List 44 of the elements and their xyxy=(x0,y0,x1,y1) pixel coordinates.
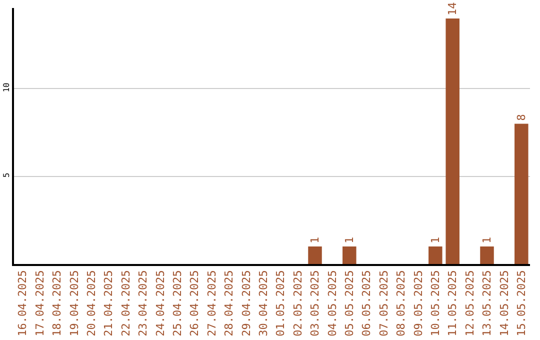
bar xyxy=(480,246,494,264)
x-tick-label: 26.04.2025 xyxy=(188,270,202,336)
x-tick-label: 06.05.2025 xyxy=(360,270,374,336)
x-tick-label: 04.05.2025 xyxy=(326,270,339,336)
x-tick-label: 17.04.2025 xyxy=(33,270,46,336)
x-tick-label: 10.05.2025 xyxy=(428,270,442,336)
x-tick-label: 24.04.2025 xyxy=(154,270,167,336)
x-tick-label: 08.05.2025 xyxy=(394,270,408,336)
x-tick-label: 19.04.2025 xyxy=(68,270,81,336)
x-tick-label: 16.04.2025 xyxy=(16,270,30,336)
x-tick-label: 20.04.2025 xyxy=(84,270,98,336)
x-tick-label: 23.04.2025 xyxy=(136,270,150,336)
x-tick-label: 22.04.2025 xyxy=(119,270,132,336)
bar xyxy=(308,246,322,264)
x-tick-label: 15.05.2025 xyxy=(514,270,528,336)
x-tick-label: 12.05.2025 xyxy=(463,270,476,336)
data-label: 8 xyxy=(514,114,528,121)
data-label: 1 xyxy=(428,236,442,244)
x-tick-label: 11.05.2025 xyxy=(446,270,460,336)
bar xyxy=(446,18,460,264)
x-tick-label: 27.04.2025 xyxy=(205,270,218,336)
x-tick-label: 28.04.2025 xyxy=(222,270,236,336)
x-tick-label: 13.05.2025 xyxy=(480,270,494,336)
data-label: 14 xyxy=(446,2,460,16)
bar xyxy=(342,246,356,264)
y-tick-label: 10 xyxy=(2,82,12,92)
x-tick-label: 05.05.2025 xyxy=(342,270,356,336)
x-tick-label: 01.05.2025 xyxy=(274,270,288,336)
x-tick-label: 09.05.2025 xyxy=(412,270,425,336)
x-tick-label: 25.04.2025 xyxy=(170,270,184,336)
y-tick-label: 5 xyxy=(2,172,12,178)
data-label: 1 xyxy=(480,236,494,244)
x-tick-label: 29.04.2025 xyxy=(240,270,253,336)
data-label: 1 xyxy=(342,236,356,244)
x-tick-label: 02.05.2025 xyxy=(291,270,304,336)
data-label: 1 xyxy=(308,236,322,244)
bar xyxy=(514,124,528,264)
x-tick-label: 21.04.2025 xyxy=(102,270,116,336)
x-tick-label: 14.05.2025 xyxy=(498,270,511,336)
x-tick-label: 30.04.2025 xyxy=(256,270,270,336)
x-tick-label: 18.04.2025 xyxy=(50,270,64,336)
x-tick-label: 03.05.2025 xyxy=(308,270,322,336)
bar xyxy=(428,246,442,264)
x-tick-label: 07.05.2025 xyxy=(377,270,390,336)
